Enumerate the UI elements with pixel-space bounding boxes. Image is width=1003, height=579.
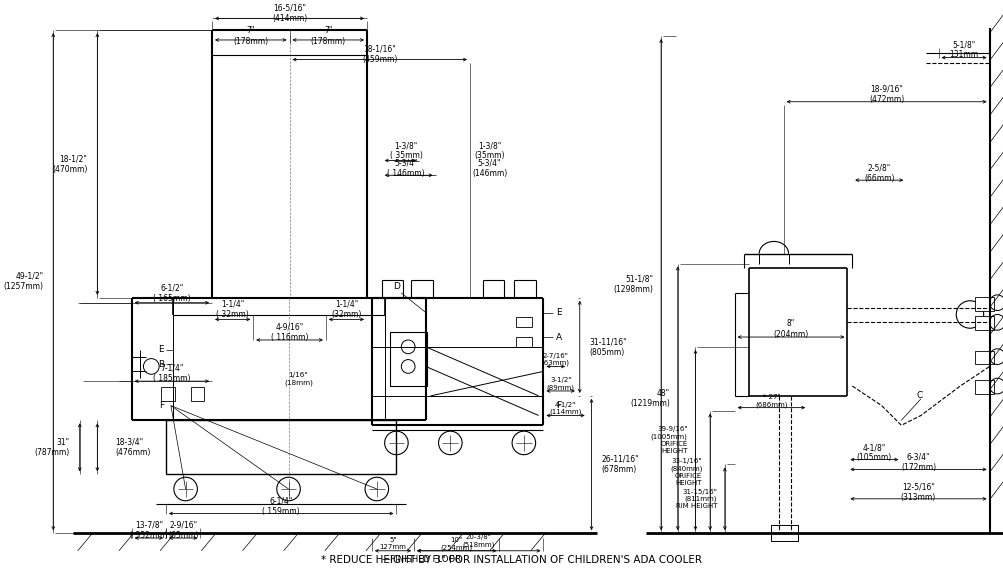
Text: 10"
(254mm): 10" (254mm) (440, 537, 472, 551)
Bar (974, 297, 994, 310)
Text: 8"
(204mm): 8" (204mm) (772, 320, 807, 339)
Text: 13-7/8"
( 352mm): 13-7/8" ( 352mm) (130, 521, 168, 540)
Text: 5-1/8"
131mm: 5-1/8" 131mm (949, 40, 978, 60)
Text: 39-9/16"
(1005mm)
ORIFICE
HEIGHT: 39-9/16" (1005mm) ORIFICE HEIGHT (650, 426, 687, 454)
Text: 51-1/8"
(1298mm): 51-1/8" (1298mm) (613, 275, 653, 294)
Bar (770, 525, 797, 541)
Text: 4-1/2"
(114mm): 4-1/2" (114mm) (549, 402, 581, 415)
Bar (974, 380, 994, 394)
Text: 7"
(178mm): 7" (178mm) (233, 26, 268, 46)
Text: 3-1/2"
(89mm): 3-1/2" (89mm) (546, 378, 574, 391)
Text: C: C (915, 391, 922, 400)
Text: 6-1/4"
( 159mm): 6-1/4" ( 159mm) (262, 497, 300, 516)
Text: 6-3/4"
(172mm): 6-3/4" (172mm) (900, 453, 935, 472)
Text: 33-1/16"
(840mm)
ORIFICE
HEIGHT: 33-1/16" (840mm) ORIFICE HEIGHT (669, 458, 702, 486)
Text: 2-7/16"
(63mm): 2-7/16" (63mm) (542, 353, 569, 367)
Text: 7"
(178mm): 7" (178mm) (310, 26, 345, 46)
Bar (516, 337, 532, 347)
Text: 31-11/16"
(805mm): 31-11/16" (805mm) (589, 337, 627, 357)
Text: 1-1/4"
(32mm): 1-1/4" (32mm) (331, 300, 361, 319)
Text: 31"
(787mm): 31" (787mm) (35, 438, 70, 457)
Text: —FINISHED FLOOR: —FINISHED FLOOR (381, 555, 460, 564)
Text: E: E (158, 345, 163, 354)
Text: 1/16"
(18mm): 1/16" (18mm) (284, 372, 313, 386)
Text: 2-9/16"
(65mm): 2-9/16" (65mm) (168, 521, 199, 540)
Text: 1-3/8"
(35mm): 1-3/8" (35mm) (473, 141, 505, 160)
Text: 49-1/2"
(1257mm): 49-1/2" (1257mm) (3, 272, 43, 291)
Text: 18-9/16"
(472mm): 18-9/16" (472mm) (869, 84, 904, 104)
Text: 7-1/4"
( 185mm): 7-1/4" ( 185mm) (153, 364, 191, 383)
Text: 12-5/16"
(313mm): 12-5/16" (313mm) (900, 482, 935, 501)
Text: A: A (556, 332, 562, 342)
Bar (516, 317, 532, 327)
Text: 1-1/4"
( 32mm): 1-1/4" ( 32mm) (216, 300, 249, 319)
Text: 31-15/16"
(811mm)
RIM HEIGHT: 31-15/16" (811mm) RIM HEIGHT (675, 489, 716, 509)
Text: E: E (556, 308, 562, 317)
Text: 5-3/4"
(146mm): 5-3/4" (146mm) (471, 159, 507, 178)
Text: 48"
(1219mm): 48" (1219mm) (630, 389, 669, 408)
Text: 1-3/8"
( 35mm): 1-3/8" ( 35mm) (389, 141, 422, 160)
Bar (191, 387, 204, 401)
Text: 18-1/2"
(470mm): 18-1/2" (470mm) (52, 154, 87, 174)
Text: F: F (556, 401, 561, 410)
Bar (974, 351, 994, 365)
Text: D: D (393, 281, 400, 291)
Text: * 27"
(686mm): * 27" (686mm) (754, 394, 787, 408)
Bar (389, 332, 426, 386)
Text: 26-11/16"
(678mm): 26-11/16" (678mm) (601, 455, 638, 474)
Text: 5-3/4"
( 146mm): 5-3/4" ( 146mm) (387, 159, 424, 178)
Text: B: B (157, 360, 163, 369)
Text: 18-3/4"
(476mm): 18-3/4" (476mm) (115, 438, 150, 457)
Text: 18-1/16"
(459mm): 18-1/16" (459mm) (362, 45, 397, 64)
Text: * REDUCE HEIGHT BY 3" FOR INSTALLATION OF CHILDREN'S ADA COOLER: * REDUCE HEIGHT BY 3" FOR INSTALLATION O… (320, 555, 701, 565)
Text: 16-5/16"
(414mm): 16-5/16" (414mm) (272, 4, 307, 23)
Text: F: F (158, 401, 163, 410)
Text: 6-1/2"
( 165mm): 6-1/2" ( 165mm) (152, 283, 191, 303)
Text: 4-1/8"
(105mm): 4-1/8" (105mm) (856, 443, 891, 463)
Bar (160, 387, 175, 401)
Text: 4-9/16"
( 116mm): 4-9/16" ( 116mm) (271, 323, 308, 342)
Text: 2-5/8"
(66mm): 2-5/8" (66mm) (864, 164, 894, 183)
Text: 5"
127mm: 5" 127mm (379, 537, 406, 551)
Bar (974, 317, 994, 330)
Text: 20-3/8"
(518mm): 20-3/8" (518mm) (462, 534, 494, 548)
